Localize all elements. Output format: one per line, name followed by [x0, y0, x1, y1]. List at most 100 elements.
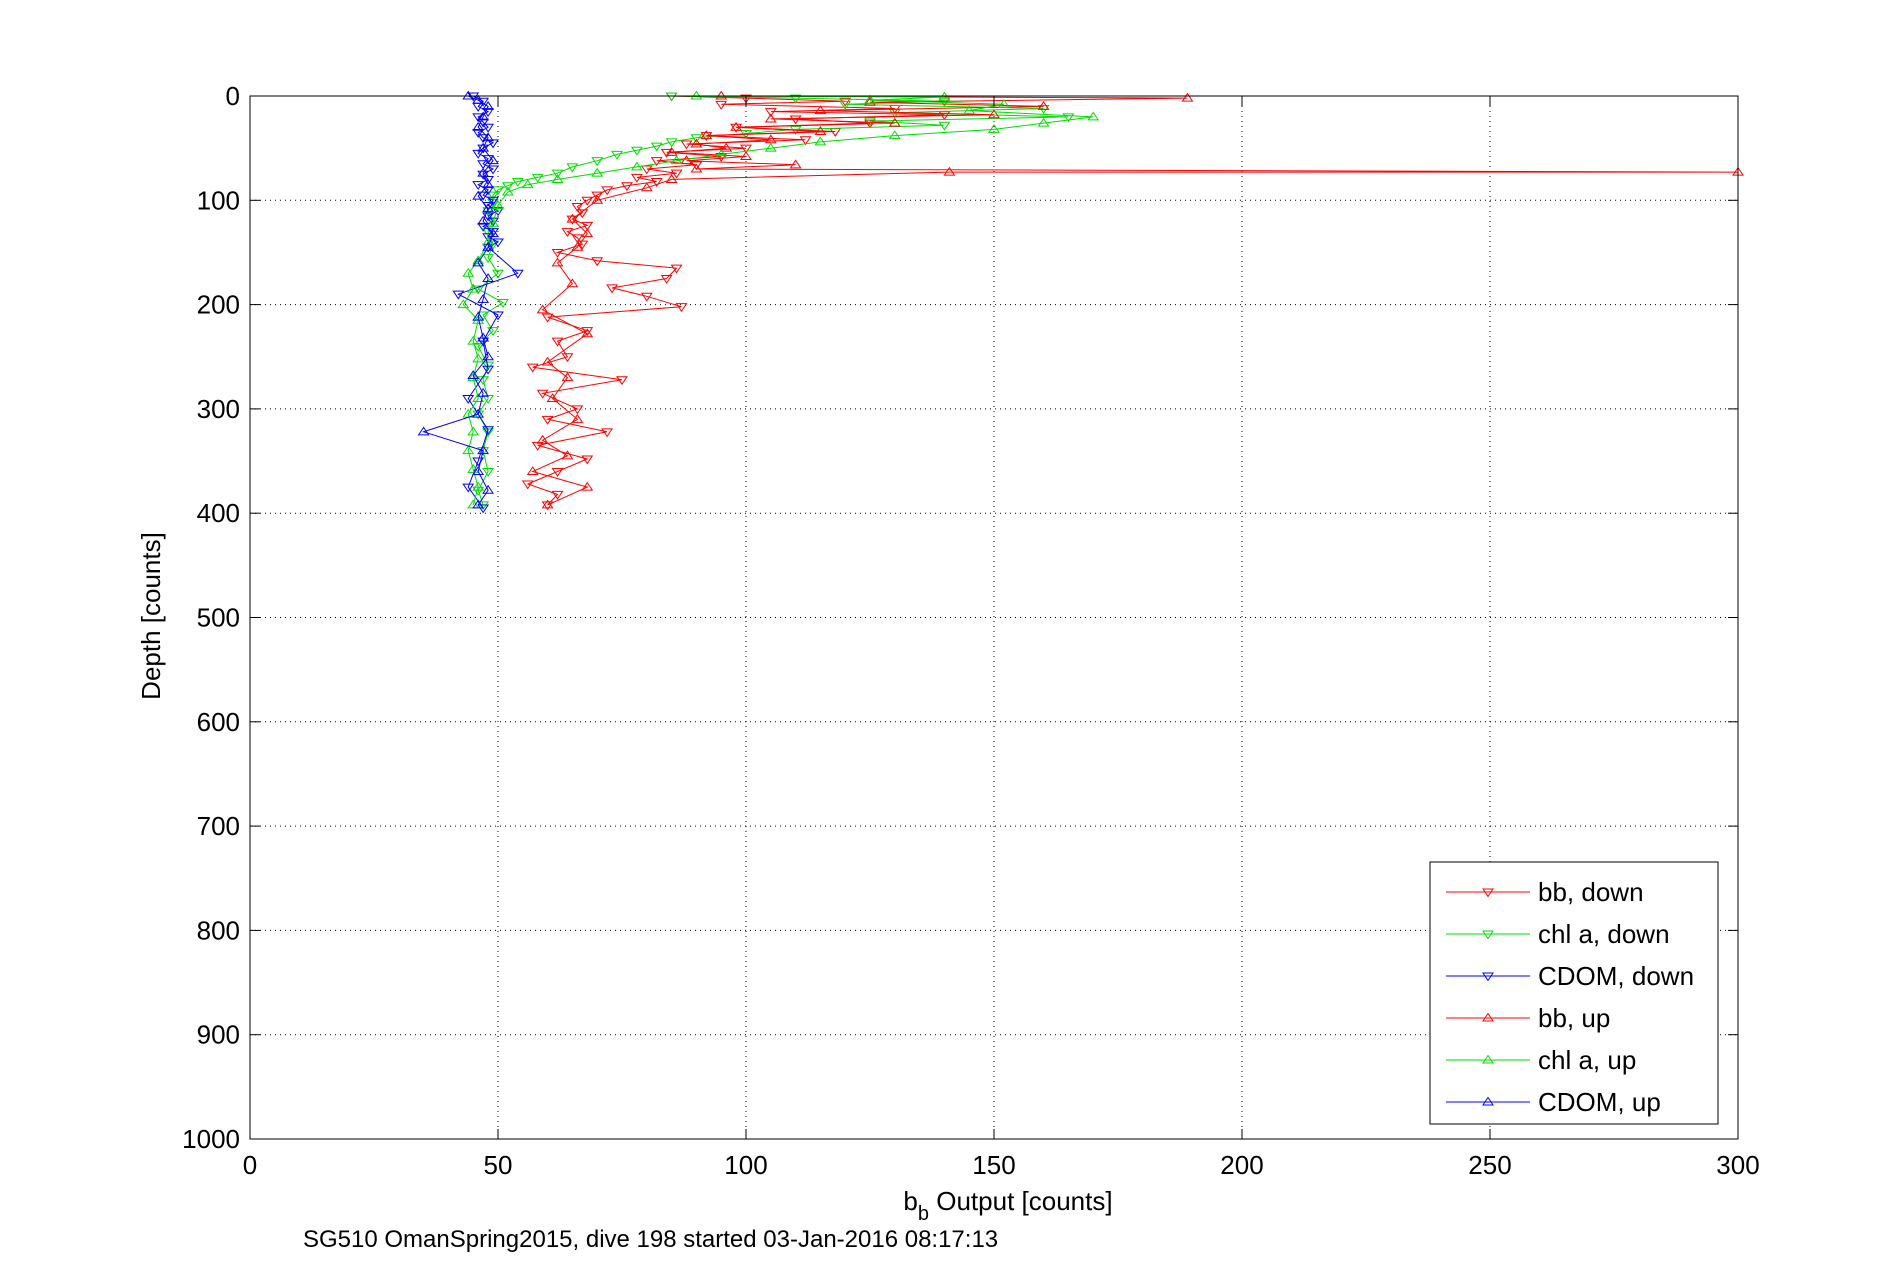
data-point — [536, 389, 549, 399]
data-point — [650, 178, 663, 187]
data-point — [472, 190, 485, 200]
data-point — [477, 215, 490, 225]
data-point — [477, 387, 490, 397]
data-point — [521, 480, 534, 490]
x-tick-label: 0 — [243, 1150, 257, 1180]
legend-entry: CDOM, up — [1446, 1087, 1661, 1117]
data-point — [546, 393, 559, 402]
series-5 — [417, 90, 499, 509]
data-point — [536, 434, 549, 444]
data-point — [1037, 101, 1050, 110]
data-point — [814, 105, 827, 115]
data-point — [715, 149, 728, 158]
y-tick-label: 400 — [197, 498, 240, 528]
data-point — [482, 186, 495, 196]
data-point — [690, 161, 703, 171]
data-point — [943, 166, 956, 176]
data-point — [536, 304, 549, 314]
data-point — [487, 228, 499, 238]
data-point — [888, 130, 901, 140]
data-point — [482, 132, 495, 142]
data-point — [561, 450, 574, 460]
data-point — [482, 202, 495, 211]
data-point — [839, 100, 852, 110]
data-point — [477, 111, 490, 121]
data-point — [472, 129, 485, 138]
data-point — [1037, 117, 1050, 127]
data-point — [601, 186, 614, 196]
data-point — [541, 313, 554, 323]
data-point — [492, 200, 504, 210]
data-point — [472, 113, 485, 123]
legend-marker — [1482, 1054, 1494, 1064]
data-point — [561, 353, 574, 363]
x-tick-label: 250 — [1468, 1150, 1511, 1180]
data-point — [467, 372, 480, 382]
data-point — [591, 194, 604, 204]
data-point — [521, 179, 534, 189]
data-point — [730, 123, 743, 133]
data-point — [526, 466, 539, 475]
data-point — [482, 179, 495, 189]
legend-label: CDOM, up — [1538, 1087, 1661, 1117]
data-point — [640, 165, 653, 175]
data-point — [665, 138, 678, 148]
legend-marker — [1482, 972, 1494, 982]
data-point — [487, 155, 499, 165]
data-point — [551, 169, 564, 179]
data-point — [541, 499, 554, 509]
data-point — [789, 94, 802, 104]
data-point — [482, 426, 495, 436]
data-point — [477, 167, 490, 177]
y-tick-label: 800 — [197, 915, 240, 945]
data-point — [477, 447, 490, 457]
data-point — [501, 186, 514, 196]
data-point — [839, 97, 852, 107]
data-point — [492, 186, 504, 196]
data-point — [566, 278, 579, 288]
data-point — [482, 273, 495, 283]
data-point — [616, 376, 628, 386]
data-point — [1087, 111, 1100, 121]
data-point — [472, 393, 485, 402]
data-point — [531, 173, 544, 183]
legend-entry: chl a, down — [1446, 919, 1670, 949]
data-point — [640, 292, 653, 302]
data-point — [477, 134, 490, 144]
data-point — [492, 238, 504, 248]
data-point — [487, 191, 499, 201]
legend-marker — [1482, 1012, 1494, 1022]
data-point — [477, 501, 490, 511]
x-tick-label: 200 — [1220, 1150, 1263, 1180]
data-point — [690, 90, 703, 100]
data-point — [472, 257, 485, 267]
data-point — [665, 146, 678, 156]
data-point — [472, 466, 485, 475]
data-point — [541, 501, 554, 511]
data-point — [799, 136, 812, 146]
data-point — [467, 283, 480, 293]
data-point — [472, 311, 485, 321]
data-point — [482, 241, 495, 251]
data-point — [462, 90, 475, 100]
series-layer — [417, 90, 1744, 514]
data-point — [462, 445, 475, 455]
data-point — [680, 140, 693, 150]
data-point — [740, 94, 752, 104]
data-point — [472, 181, 485, 191]
data-point — [670, 169, 683, 179]
data-point — [417, 426, 430, 436]
data-point — [477, 222, 490, 232]
data-point — [487, 327, 499, 337]
data-point — [963, 105, 976, 115]
data-point — [690, 134, 703, 144]
data-point — [864, 96, 876, 106]
legend-marker — [1482, 1096, 1494, 1106]
data-point — [551, 490, 564, 500]
y-tick-label: 700 — [197, 811, 240, 841]
y-tick-label: 0 — [226, 81, 240, 111]
data-point — [591, 167, 604, 177]
data-point — [482, 101, 495, 110]
data-point — [581, 455, 594, 465]
data-point — [864, 94, 876, 104]
